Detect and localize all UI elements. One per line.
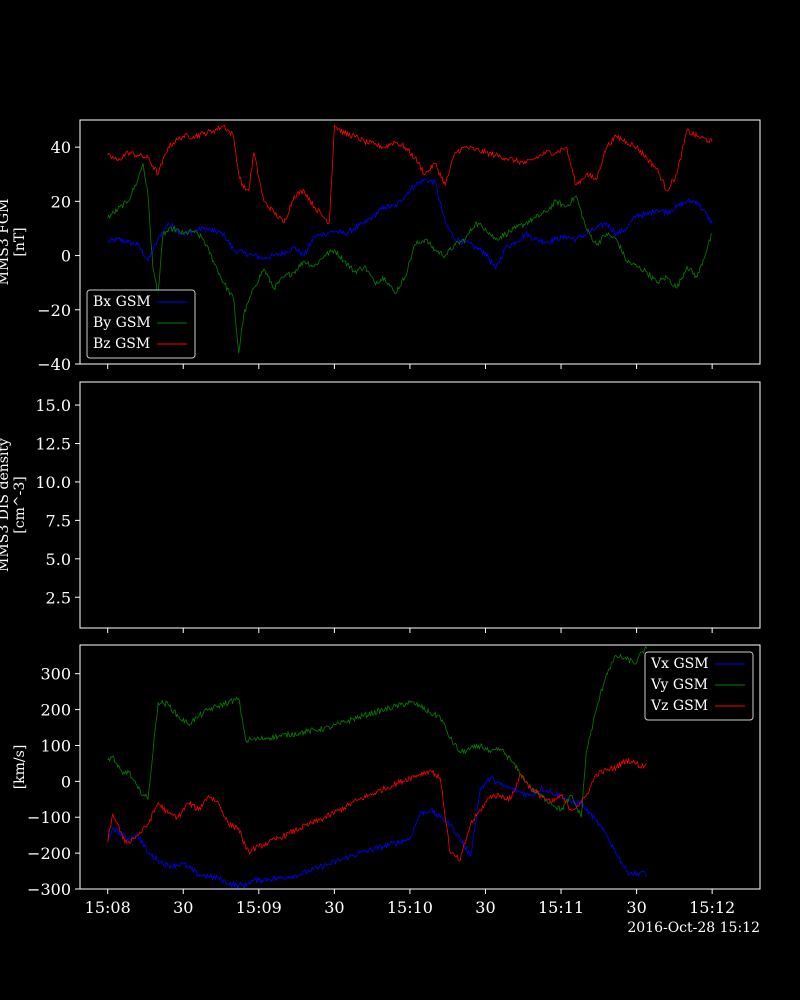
fgm-series-bz-gsm bbox=[107, 124, 713, 225]
fgm-legend-box bbox=[86, 289, 196, 359]
velocity-legend-label: Vy GSM bbox=[650, 677, 708, 693]
density-ytick-label: 7.5 bbox=[46, 511, 71, 530]
footer-date: 2016-Oct-28 15:12 bbox=[627, 920, 760, 936]
xtick-label: 30 bbox=[324, 898, 344, 917]
fgm-legend-label: Bz GSM bbox=[93, 336, 150, 352]
xtick-label: 15:09 bbox=[236, 898, 282, 917]
velocity-axes-frame bbox=[79, 644, 761, 890]
density-ytick-label: 10.0 bbox=[35, 473, 71, 492]
velocity-ytick-label: 300 bbox=[40, 665, 71, 684]
velocity-ytick-label: −200 bbox=[27, 844, 71, 863]
velocity-panel: −300 −200 −100 0 100 200 300 15:08 30 15:09 30 15:… bbox=[12, 644, 761, 917]
velocity-series-vx-gsm bbox=[107, 776, 648, 889]
velocity-series-vy-gsm bbox=[107, 645, 648, 818]
velocity-ylabel-line2: [km/s] bbox=[12, 745, 28, 790]
density-ytick-label: 15.0 bbox=[35, 396, 71, 415]
dis-density-panel: 2.5 5.0 7.5 10.0 12.5 15.0 MMS3 DIS density [… bbox=[0, 381, 761, 633]
xtick-label: 30 bbox=[626, 898, 646, 917]
xtick-label: 30 bbox=[475, 898, 495, 917]
fgm-axes-frame bbox=[79, 119, 761, 365]
fgm-series-bx-gsm bbox=[107, 178, 713, 270]
density-ylabel-line1: MMS3 DIS density bbox=[0, 438, 12, 572]
density-ytick-label: 12.5 bbox=[35, 435, 71, 454]
fgm-ytick-label: −40 bbox=[37, 355, 71, 374]
density-ylabel-line2: [cm^-3] bbox=[12, 476, 28, 533]
velocity-legend-label: Vx GSM bbox=[650, 656, 709, 672]
xtick-label: 15:10 bbox=[387, 898, 433, 917]
fgm-legend-label: Bx GSM bbox=[93, 294, 151, 310]
velocity-ytick-label: −100 bbox=[27, 808, 71, 827]
velocity-ytick-label: −300 bbox=[27, 880, 71, 899]
velocity-legend-label: Vz GSM bbox=[650, 698, 708, 714]
fgm-ylabel-line2: [nT] bbox=[12, 227, 28, 256]
velocity-legend: Vx GSM Vy GSM Vz GSM bbox=[644, 651, 754, 721]
density-axes-frame bbox=[79, 381, 761, 629]
xtick-label: 30 bbox=[173, 898, 193, 917]
fgm-ytick-label: 20 bbox=[51, 192, 71, 211]
fgm-ytick-label: 0 bbox=[61, 247, 71, 266]
velocity-series-vz-gsm bbox=[107, 758, 647, 861]
velocity-legend-box bbox=[644, 651, 754, 721]
density-ylabel: MMS3 DIS density [cm^-3] bbox=[0, 438, 28, 572]
fgm-panel: −40 −20 0 20 40 MMS3 FGM [nT] Bx GSM By GSM Bz… bbox=[0, 119, 761, 374]
xtick-label: 15:12 bbox=[689, 898, 735, 917]
fgm-ylabel: MMS3 FGM [nT] bbox=[0, 199, 28, 286]
fgm-legend-label: By GSM bbox=[93, 315, 151, 331]
xtick-label: 15:11 bbox=[538, 898, 584, 917]
density-ytick-label: 2.5 bbox=[46, 588, 71, 607]
fgm-ytick-label: −20 bbox=[37, 301, 71, 320]
fgm-ylabel-line1: MMS3 FGM bbox=[0, 199, 12, 286]
velocity-ytick-label: 100 bbox=[40, 736, 71, 755]
velocity-ytick-label: 200 bbox=[40, 701, 71, 720]
velocity-ylabel: [km/s] bbox=[12, 745, 28, 790]
fgm-series-by-gsm bbox=[107, 163, 713, 354]
velocity-ytick-label: 0 bbox=[61, 772, 71, 791]
density-ytick-label: 5.0 bbox=[46, 550, 71, 569]
xtick-label: 15:08 bbox=[85, 898, 131, 917]
fgm-legend: Bx GSM By GSM Bz GSM bbox=[86, 289, 196, 359]
fgm-ytick-label: 40 bbox=[51, 138, 71, 157]
